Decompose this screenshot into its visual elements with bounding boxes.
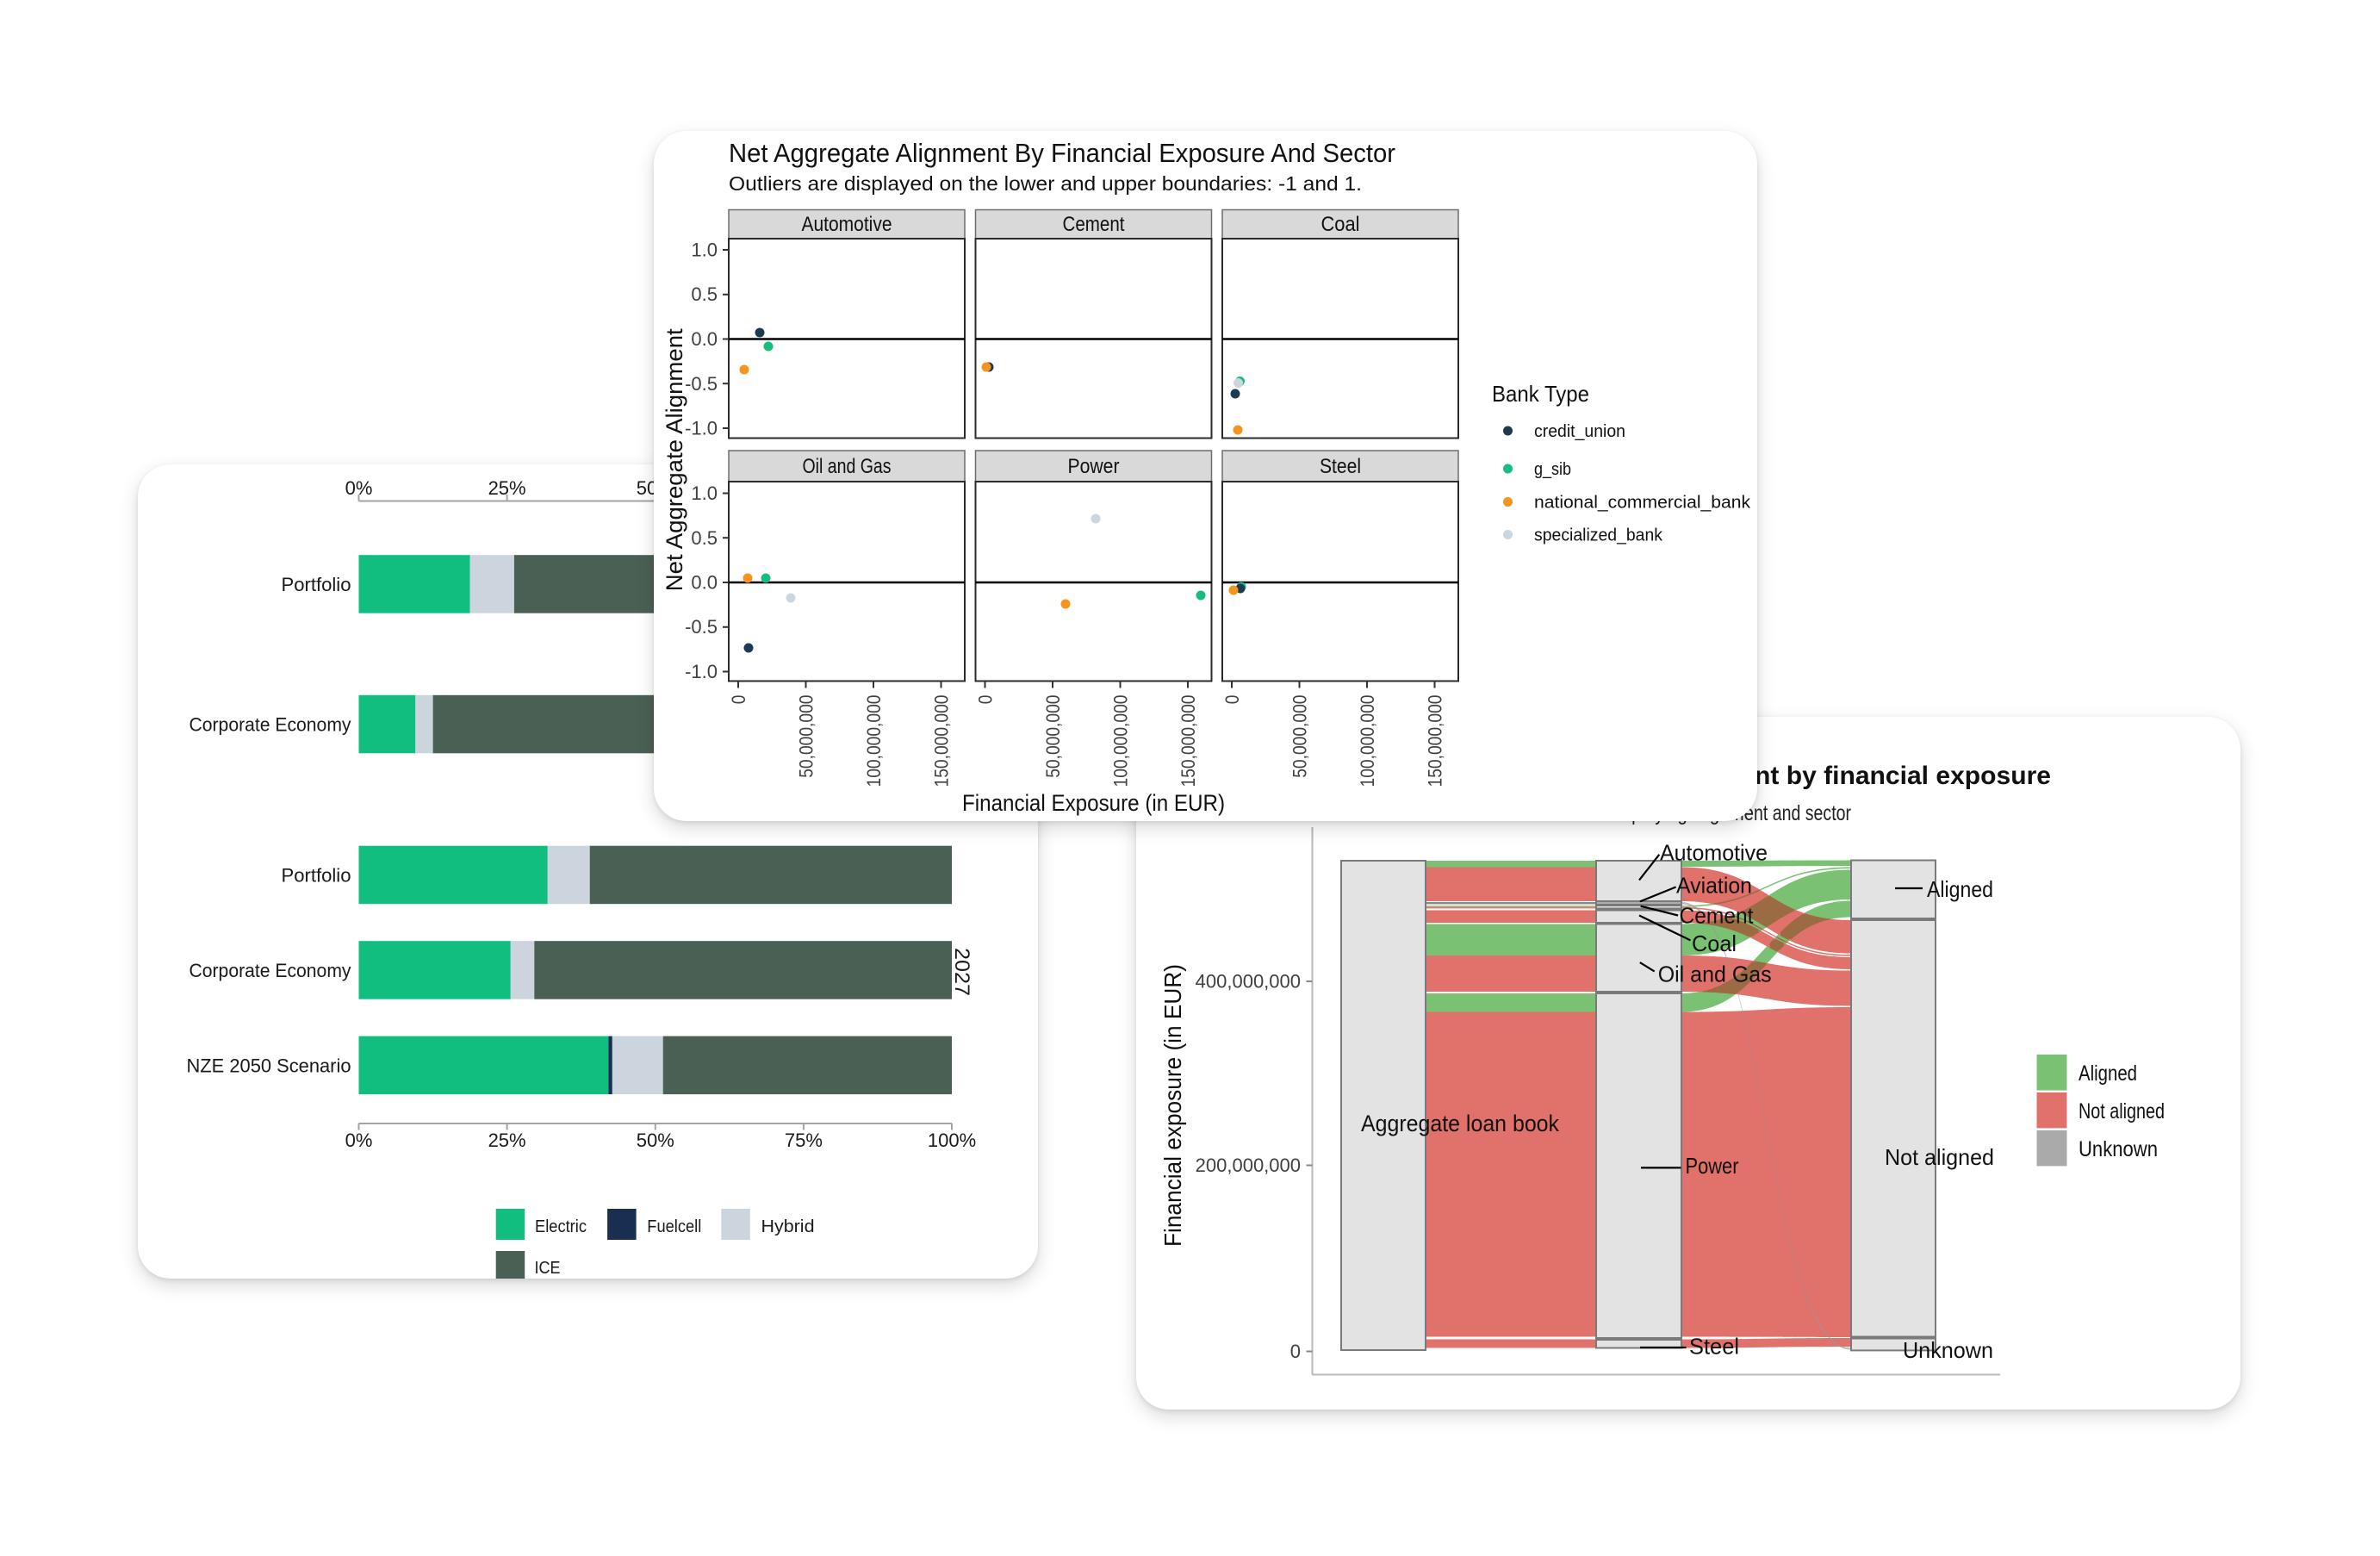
svg-text:-1.0: -1.0 <box>685 661 718 682</box>
svg-text:2027: 2027 <box>950 948 973 996</box>
svg-text:Oil and Gas: Oil and Gas <box>1658 962 1772 987</box>
svg-text:ICE: ICE <box>535 1259 561 1278</box>
svg-text:credit_union: credit_union <box>1534 422 1625 441</box>
svg-text:200,000,000: 200,000,000 <box>1196 1155 1301 1176</box>
svg-text:Net Aggregate Alignment: Net Aggregate Alignment <box>662 328 687 592</box>
svg-text:0.0: 0.0 <box>691 328 718 350</box>
svg-text:0.0: 0.0 <box>691 572 718 594</box>
svg-text:g_sib: g_sib <box>1534 460 1571 479</box>
svg-text:0.5: 0.5 <box>691 283 718 305</box>
svg-text:400,000,000: 400,000,000 <box>1196 971 1301 993</box>
svg-text:50,000,000: 50,000,000 <box>1289 695 1311 778</box>
svg-text:Electric: Electric <box>535 1217 587 1236</box>
svg-text:Not aligned: Not aligned <box>1885 1144 1994 1170</box>
svg-text:Cement: Cement <box>1063 213 1125 236</box>
svg-text:-0.5: -0.5 <box>685 373 718 395</box>
svg-text:25%: 25% <box>488 477 526 499</box>
svg-text:0: 0 <box>1290 1341 1301 1362</box>
svg-text:1.0: 1.0 <box>691 240 718 261</box>
svg-text:100,000,000: 100,000,000 <box>863 695 885 787</box>
svg-text:0%: 0% <box>345 477 373 499</box>
svg-text:0: 0 <box>1221 695 1243 705</box>
svg-text:25%: 25% <box>488 1130 526 1151</box>
svg-text:100%: 100% <box>928 1130 976 1151</box>
svg-text:Corporate Economy: Corporate Economy <box>190 960 351 981</box>
svg-text:Hybrid: Hybrid <box>761 1217 815 1236</box>
svg-text:100,000,000: 100,000,000 <box>1110 695 1132 787</box>
svg-text:150,000,000: 150,000,000 <box>1425 695 1446 787</box>
svg-text:Unknown: Unknown <box>2079 1137 2158 1161</box>
svg-text:Automotive: Automotive <box>802 213 892 236</box>
svg-text:Aggregate loan book: Aggregate loan book <box>1361 1111 1559 1136</box>
svg-text:nt by financial exposure: nt by financial exposure <box>1755 762 2051 790</box>
svg-text:150,000,000: 150,000,000 <box>1178 695 1199 787</box>
svg-text:Portfolio: Portfolio <box>282 574 351 595</box>
svg-text:national_commercial_bank: national_commercial_bank <box>1534 494 1751 513</box>
svg-text:Aligned: Aligned <box>2079 1061 2137 1086</box>
svg-text:Automotive: Automotive <box>1660 840 1768 866</box>
svg-text:Aviation: Aviation <box>1676 873 1752 899</box>
svg-text:Fuelcell: Fuelcell <box>647 1217 701 1236</box>
svg-text:1.0: 1.0 <box>691 482 718 504</box>
svg-text:Financial exposure (in EUR): Financial exposure (in EUR) <box>1159 964 1186 1247</box>
svg-text:-0.5: -0.5 <box>685 616 718 638</box>
svg-text:75%: 75% <box>785 1130 823 1151</box>
svg-text:0: 0 <box>975 695 997 705</box>
svg-text:Unknown: Unknown <box>1903 1337 1993 1363</box>
svg-text:Portfolio: Portfolio <box>282 865 351 887</box>
svg-text:specialized_bank: specialized_bank <box>1534 526 1663 545</box>
svg-text:0%: 0% <box>345 1130 373 1151</box>
svg-text:50,000,000: 50,000,000 <box>1042 695 1064 778</box>
svg-text:Not aligned: Not aligned <box>2079 1099 2165 1123</box>
svg-text:Power: Power <box>1068 455 1120 478</box>
svg-text:Outliers are displayed on the: Outliers are displayed on the lower and … <box>729 172 1362 195</box>
svg-text:Power: Power <box>1686 1153 1739 1179</box>
svg-text:Financial Exposure (in EUR): Financial Exposure (in EUR) <box>962 790 1225 816</box>
svg-text:nt and sector: nt and sector <box>1754 801 1851 825</box>
svg-text:Net Aggregate Alignment By Fin: Net Aggregate Alignment By Financial Exp… <box>729 138 1395 168</box>
svg-text:-1.0: -1.0 <box>685 418 718 439</box>
svg-text:0: 0 <box>728 695 749 705</box>
svg-text:50,000,000: 50,000,000 <box>796 695 817 778</box>
svg-text:Corporate Economy: Corporate Economy <box>190 714 351 736</box>
svg-text:150,000,000: 150,000,000 <box>931 695 953 787</box>
svg-text:Oil and Gas: Oil and Gas <box>803 455 892 478</box>
svg-text:Steel: Steel <box>1689 1334 1739 1360</box>
svg-text:Bank Type: Bank Type <box>1492 381 1589 407</box>
svg-text:100,000,000: 100,000,000 <box>1357 695 1378 787</box>
svg-text:0.5: 0.5 <box>691 527 718 549</box>
svg-text:50%: 50% <box>637 1130 674 1151</box>
svg-text:Coal: Coal <box>1321 213 1360 236</box>
svg-text:NZE 2050 Scenario: NZE 2050 Scenario <box>187 1055 351 1076</box>
svg-text:Coal: Coal <box>1692 930 1737 956</box>
svg-text:Steel: Steel <box>1320 455 1361 478</box>
svg-text:Cement: Cement <box>1680 903 1755 929</box>
svg-text:Aligned: Aligned <box>1927 876 1993 902</box>
